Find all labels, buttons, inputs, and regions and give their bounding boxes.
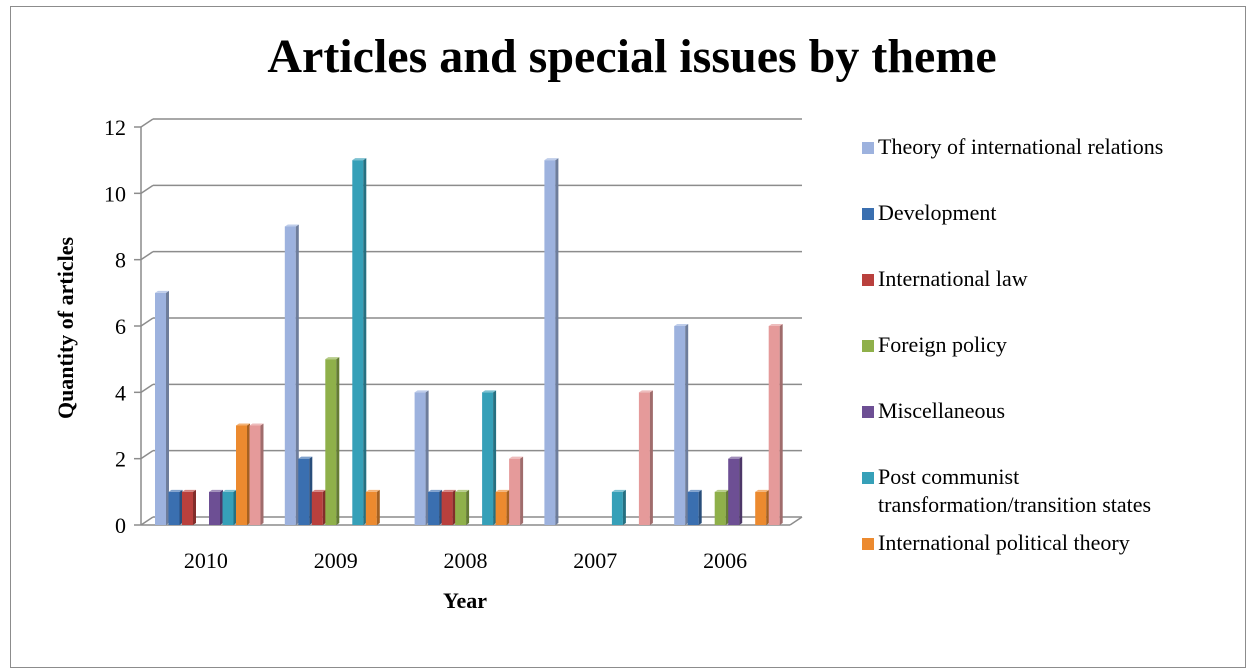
bar: [352, 158, 367, 525]
x-tick-labels: 2010 2009 2008 2007 2006: [184, 548, 747, 573]
bar: [638, 390, 653, 525]
bar: [298, 456, 313, 525]
x-tick-label: 2010: [184, 548, 228, 573]
x-axis-depth: [789, 516, 803, 526]
gridline-side: [140, 317, 154, 327]
x-tick-label: 2006: [703, 548, 747, 573]
chart-frame: [10, 6, 1246, 668]
y-axis-title: Quantity of articles: [53, 237, 78, 420]
legend-swatch: [862, 406, 874, 418]
legend-item: Miscellaneous: [862, 398, 1005, 423]
gridline-side: [140, 383, 154, 393]
legend-label: Theory of international relations: [878, 134, 1163, 159]
gridline-side: [140, 251, 154, 261]
bar: [441, 489, 456, 525]
bar: [168, 489, 183, 525]
bar: [495, 489, 510, 525]
bar: [482, 390, 497, 525]
gridline-side: [140, 450, 154, 460]
legend-swatch: [862, 340, 874, 352]
bar: [728, 456, 743, 525]
bar: [222, 489, 237, 525]
legend-label: International political theory: [878, 530, 1130, 555]
legend-item: Foreign policy: [862, 332, 1007, 357]
x-tick-label: 2008: [444, 548, 488, 573]
legend: Theory of international relations Develop…: [862, 134, 1163, 555]
legend-label: Post communist transformation/transition …: [878, 464, 1151, 517]
bar: [714, 489, 729, 525]
legend-item: Theory of international relations: [862, 134, 1163, 159]
legend-swatch: [862, 142, 874, 154]
bar: [544, 158, 559, 525]
legend-swatch: [862, 208, 874, 220]
bar: [509, 456, 524, 525]
legend-item: Development: [862, 200, 997, 225]
bar: [687, 489, 702, 525]
bar: [768, 324, 783, 525]
bar: [311, 489, 326, 525]
bar: [428, 489, 443, 525]
bar: [249, 423, 264, 525]
legend-swatch: [862, 538, 874, 550]
legend-swatch: [862, 274, 874, 286]
y-tick-labels: 0 2 4 6 8 10 12: [104, 115, 126, 538]
bar: [365, 489, 380, 525]
bar: [674, 324, 689, 525]
legend-label: Foreign policy: [878, 332, 1007, 357]
gridline-side: [140, 118, 154, 128]
bar: [455, 489, 470, 525]
legend-item: Post communist transformation/transition …: [862, 464, 1151, 517]
gridline-side: [140, 184, 154, 194]
bars: [155, 158, 783, 525]
bar: [236, 423, 250, 525]
x-axis-title: Year: [443, 588, 487, 613]
legend-label: International law: [878, 266, 1028, 291]
legend-item: International law: [862, 266, 1028, 291]
bar: [209, 489, 223, 525]
y-tick-label: 0: [115, 513, 126, 538]
legend-label: Development: [878, 200, 997, 225]
bar: [611, 489, 626, 525]
bar: [284, 224, 299, 525]
y-tick-label: 6: [115, 314, 126, 339]
y-tick-label: 8: [115, 248, 126, 273]
x-tick-label: 2007: [573, 548, 617, 573]
y-tick-label: 4: [115, 380, 126, 405]
legend-swatch: [862, 472, 874, 484]
bar: [414, 390, 429, 525]
bar: [325, 357, 340, 525]
bar: [155, 290, 169, 525]
y-tick-label: 10: [104, 181, 126, 206]
chart-title: Articles and special issues by theme: [267, 30, 996, 83]
y-tick-label: 12: [104, 115, 126, 140]
legend-label: Miscellaneous: [878, 398, 1005, 423]
x-tick-label: 2009: [314, 548, 358, 573]
gridline-side: [140, 516, 154, 526]
bar: [182, 489, 196, 525]
bar-chart: Articles and special issues by theme 0 2 4…: [53, 30, 1163, 613]
legend-item: International political theory: [862, 530, 1130, 555]
axes: [134, 126, 803, 526]
bar: [755, 489, 770, 525]
y-tick-label: 2: [115, 447, 126, 472]
